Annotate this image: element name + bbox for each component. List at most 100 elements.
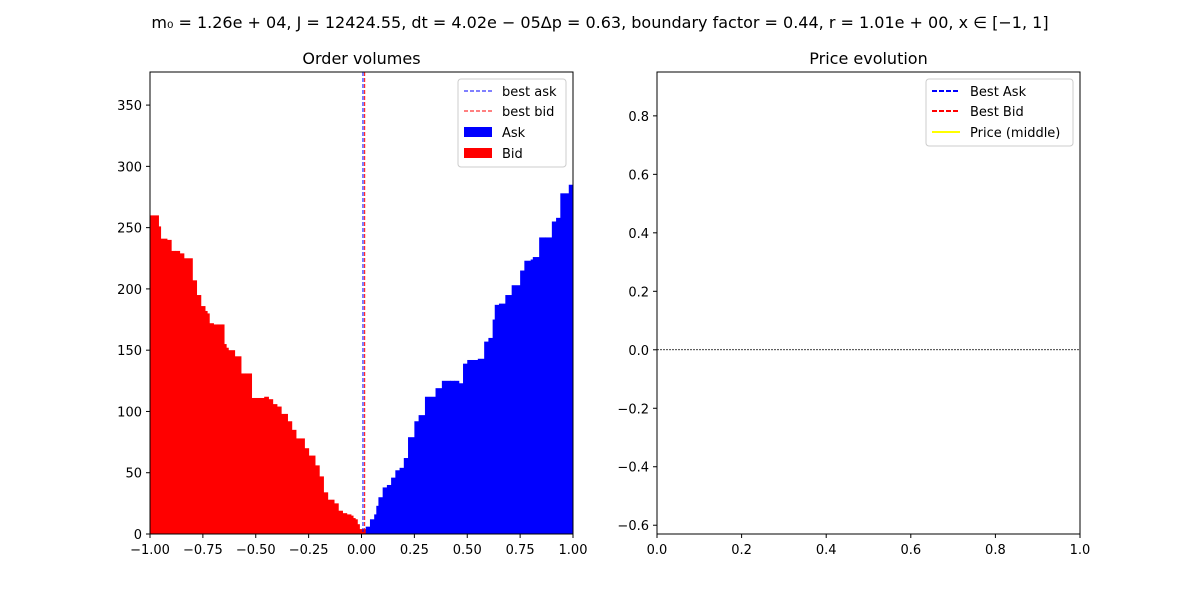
ask-volume-bar	[369, 519, 375, 534]
order-volumes-y-ticks: 0 50 100 150 200 250 300 350	[117, 99, 150, 543]
x-tick-label: 0.50	[453, 543, 482, 558]
ask-volume-bar	[408, 437, 415, 534]
bid-volume-bar	[338, 510, 343, 534]
bid-volume-bar	[192, 280, 198, 534]
ask-volume-bar	[414, 421, 420, 534]
bid-volume-bar	[158, 226, 162, 534]
y-tick-label: 200	[117, 283, 142, 298]
bid-volume-bar	[319, 476, 324, 534]
bid-volume-bar	[175, 250, 181, 534]
x-tick-label: 0.25	[400, 543, 429, 558]
ask-volume-bar	[365, 526, 371, 534]
bid-volume-bar	[287, 421, 293, 534]
y-tick-label: 250	[117, 222, 142, 237]
x-tick-label: 0.0	[647, 543, 668, 558]
bid-volume-bar	[327, 499, 335, 534]
legend-label-best-bid: best bid	[502, 105, 554, 120]
legend-box	[457, 78, 567, 168]
bid-volume-bar	[166, 239, 172, 534]
bid-volume-bar	[357, 524, 360, 534]
x-tick-label: 0.75	[506, 543, 535, 558]
legend-series-label: Best Bid	[970, 105, 1024, 120]
bid-volume-bar	[245, 373, 253, 534]
bid-volume-bar	[234, 356, 242, 534]
legend-label-ask: Ask	[502, 126, 526, 141]
x-tick-label: 0.6	[900, 543, 921, 558]
bid-volume-bar	[281, 413, 288, 534]
ask-volume-bar	[524, 260, 532, 534]
ask-volume-bar	[530, 259, 534, 534]
bid-volume-bar	[323, 492, 329, 534]
bid-volume-bar	[264, 396, 269, 534]
figure-suptitle: m₀ = 1.26e + 04, J = 12424.55, dt = 4.02…	[151, 13, 1048, 32]
bid-volume-bar	[179, 253, 185, 534]
x-tick-label: 0.4	[816, 543, 837, 558]
bid-volume-bar	[228, 350, 236, 534]
bid-volume-bar	[217, 324, 223, 534]
order-volumes-bars	[150, 184, 574, 534]
y-tick-label: 0.4	[628, 227, 649, 242]
bid-volume-bar	[150, 215, 159, 534]
ask-volume-bar	[545, 237, 553, 534]
ask-volume-bar	[532, 257, 540, 534]
y-tick-label: 0.8	[628, 110, 649, 125]
bid-volume-bar	[183, 258, 193, 534]
ask-volume-bar	[378, 497, 384, 534]
y-tick-label: 0.6	[628, 168, 649, 183]
x-tick-label: 1.00	[559, 543, 588, 558]
ask-volume-bar	[435, 388, 443, 534]
legend-label-best-ask: best ask	[502, 85, 557, 100]
bid-volume-bar	[200, 306, 206, 534]
y-tick-label: −0.4	[617, 461, 649, 476]
bid-volume-bar	[251, 397, 265, 534]
y-tick-label: 0	[134, 528, 142, 543]
price-evolution-y-ticks: −0.6 −0.4 −0.2 0.0 0.2 0.4 0.6 0.8	[617, 110, 657, 534]
ask-volume-bar	[488, 337, 494, 534]
x-tick-label: 0.2	[731, 543, 752, 558]
bid-volume-bar	[308, 455, 316, 534]
ask-volume-bar	[498, 303, 506, 534]
y-tick-label: 0.2	[628, 285, 649, 300]
x-tick-label: −0.50	[236, 543, 276, 558]
bid-volume-bar	[240, 373, 246, 534]
bid-volume-bar	[213, 324, 219, 534]
bid-volume-bar	[353, 518, 356, 534]
bid-volume-bar	[268, 399, 274, 534]
ask-volume-bar	[454, 380, 460, 534]
ask-volume-bar	[374, 514, 377, 534]
ask-volume-bar	[492, 319, 496, 534]
x-tick-label: 1.0	[1070, 543, 1091, 558]
ask-volume-bar	[463, 363, 468, 534]
bid-volume-bar	[346, 514, 352, 534]
ask-volume-bar	[376, 505, 379, 534]
y-tick-label: −0.2	[617, 402, 649, 417]
legend-ask-swatch	[464, 127, 492, 137]
ask-volume-bar	[494, 304, 500, 534]
bid-volume-bar	[304, 448, 310, 534]
bid-volume-bar	[314, 465, 320, 534]
y-tick-label: 300	[117, 160, 142, 175]
y-tick-label: 0.0	[628, 344, 649, 359]
order-volumes-plot: Order volumes −1.00 −0.75 −0.50 −0.25 0.00 0.…	[117, 49, 587, 558]
ask-volume-bar	[418, 415, 426, 534]
bid-volume-bar	[355, 519, 358, 534]
bid-volume-bar	[171, 250, 176, 534]
ask-volume-bar	[391, 477, 396, 534]
y-tick-label: 350	[117, 99, 142, 114]
ask-volume-bar	[568, 184, 574, 534]
ask-volume-bar	[520, 270, 525, 534]
price-evolution-title: Price evolution	[809, 49, 927, 68]
bid-volume-bar	[209, 323, 214, 534]
ask-volume-bar	[467, 359, 479, 534]
y-tick-label: 150	[117, 344, 142, 359]
ask-volume-bar	[560, 193, 570, 534]
ask-volume-bar	[399, 467, 405, 534]
bid-volume-bar	[207, 313, 210, 534]
ask-volume-bar	[458, 383, 464, 534]
price-evolution-plot: Price evolution 0.0 0.2 0.4 0.6 0.8 1.0 −0.6−…	[617, 49, 1090, 558]
x-tick-label: 0.00	[347, 543, 376, 558]
legend-bid-swatch	[464, 148, 492, 158]
legend-series-label: Best Ask	[970, 85, 1027, 100]
bid-volume-bar	[334, 503, 339, 534]
ask-volume-bar	[539, 237, 547, 534]
